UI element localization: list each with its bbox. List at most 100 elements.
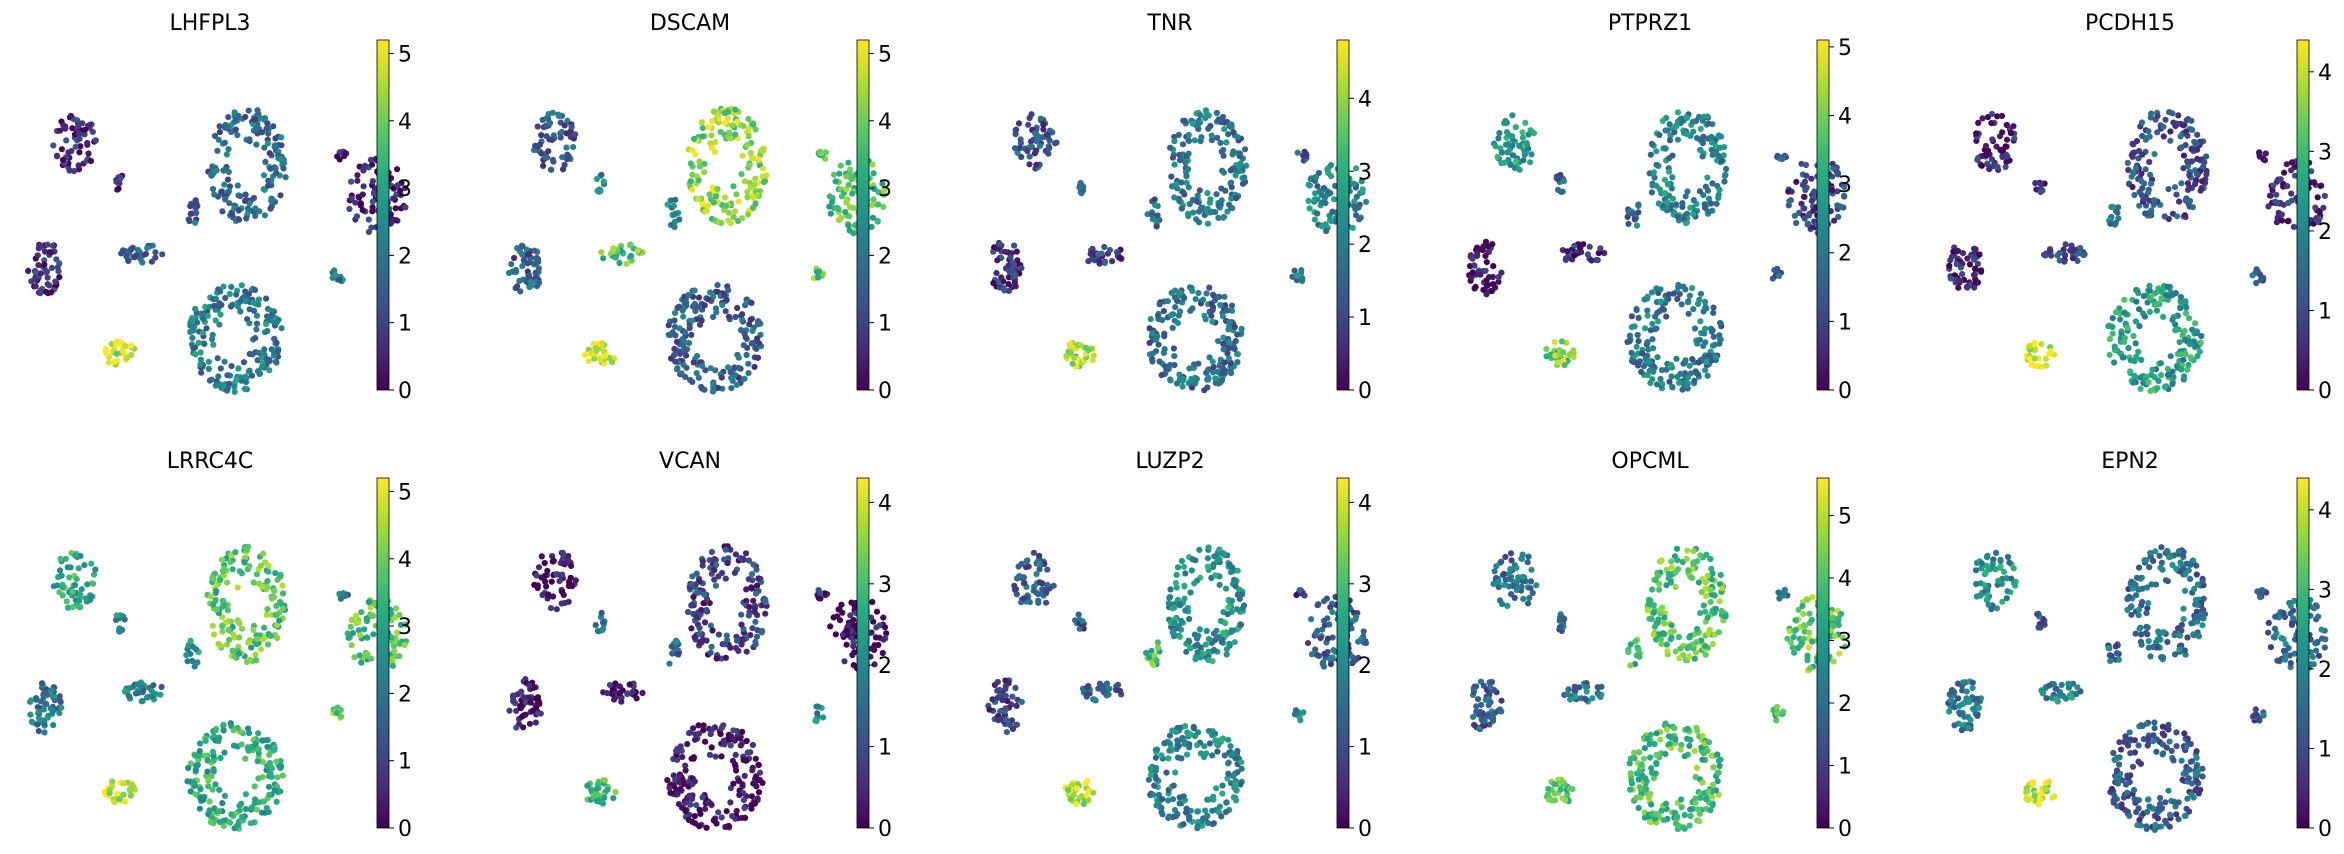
cell-point: [1234, 133, 1241, 140]
cell-point: [255, 746, 262, 753]
cell-point: [2187, 341, 2194, 348]
cell-point: [1830, 165, 1837, 172]
cell-point: [245, 291, 252, 298]
cell-point: [2187, 354, 2194, 361]
cell-point: [1659, 305, 1666, 312]
cell-point: [77, 143, 84, 150]
cell-point: [564, 156, 571, 163]
cell-point: [548, 578, 555, 585]
cell-point: [2109, 330, 2116, 337]
cell-point: [150, 682, 157, 689]
cell-point: [1329, 208, 1336, 215]
cell-point: [2180, 122, 2187, 129]
cell-point: [224, 579, 231, 586]
cell-point: [560, 560, 568, 568]
cell-point: [1471, 285, 1478, 292]
cell-point: [718, 374, 725, 381]
cell-point: [1117, 254, 1124, 261]
cell-point: [2181, 373, 2188, 380]
cell-point: [1490, 263, 1497, 270]
cell-point: [214, 147, 221, 154]
cell-point: [688, 581, 695, 588]
colorbar-tick-label: 5: [398, 42, 412, 67]
cell-point: [262, 115, 269, 122]
cell-point: [1311, 216, 1318, 223]
cell-point: [750, 155, 757, 162]
cell-point: [532, 719, 539, 726]
cell-point: [2129, 183, 2136, 191]
cell-point: [1234, 359, 1241, 366]
cell-point: [742, 814, 749, 822]
cell-point: [233, 291, 240, 298]
cell-point: [1222, 187, 1229, 194]
cell-point: [253, 312, 261, 319]
cell-point: [1189, 556, 1196, 563]
cell-point: [190, 643, 197, 651]
colorbar-tick-label: 4: [878, 110, 892, 135]
cell-point: [1206, 284, 1213, 291]
cell-point: [726, 129, 733, 136]
cell-point: [86, 122, 93, 129]
cell-point: [1033, 132, 1040, 139]
cell-point: [238, 282, 245, 289]
cell-point: [559, 571, 566, 578]
cell-point: [1708, 328, 1715, 335]
cell-point: [62, 555, 69, 562]
cell-point: [1331, 196, 1338, 203]
cell-point: [219, 628, 226, 635]
cell-point: [75, 565, 82, 572]
cell-point: [522, 711, 529, 718]
cell-point: [746, 162, 753, 169]
cell-point: [706, 751, 714, 759]
cell-point: [2145, 128, 2152, 135]
cell-point: [1696, 188, 1703, 195]
cell-point: [1239, 605, 1246, 612]
cell-point: [1208, 137, 1215, 144]
cell-point: [1155, 341, 1162, 348]
cell-point: [993, 270, 1000, 277]
cell-point: [1210, 630, 1218, 637]
cell-point: [709, 627, 716, 634]
cell-point: [1786, 198, 1793, 205]
cell-point: [1523, 139, 1530, 147]
cell-point: [812, 717, 819, 724]
cell-point: [738, 171, 745, 178]
cell-point: [740, 342, 747, 349]
cell-point: [555, 112, 563, 119]
cell-point: [736, 791, 743, 799]
cell-point: [1209, 306, 1216, 314]
cell-point: [2167, 353, 2174, 360]
cell-point: [693, 802, 700, 809]
cell-point: [671, 323, 679, 330]
cell-point: [1708, 133, 1715, 140]
cell-point: [2154, 385, 2161, 392]
cell-point: [664, 777, 671, 784]
cell-point: [880, 191, 888, 198]
colorbar-tick-label: 3: [878, 177, 892, 202]
cell-point: [715, 116, 722, 123]
cell-point: [699, 562, 706, 569]
cell-point: [1571, 252, 1578, 259]
cell-point: [113, 612, 120, 619]
cell-point: [76, 135, 83, 142]
cell-point: [880, 186, 888, 194]
cell-point: [1671, 129, 1678, 136]
cell-point: [1030, 549, 1037, 556]
cell-point: [226, 290, 233, 298]
cell-point: [1686, 292, 1693, 299]
cell-point: [836, 170, 843, 177]
cell-point: [734, 118, 741, 125]
cell-point: [739, 152, 746, 159]
cell-point: [2048, 348, 2055, 355]
cell-point: [742, 334, 749, 341]
cell-point: [835, 206, 842, 213]
cell-point: [2109, 323, 2116, 331]
cell-point: [58, 704, 65, 711]
cell-point: [152, 254, 159, 261]
colorbar-tick-label: 1: [1358, 306, 1372, 331]
cell-point: [48, 687, 55, 694]
cell-point: [250, 579, 257, 586]
cell-point: [2146, 158, 2153, 166]
cell-point: [1351, 203, 1358, 210]
